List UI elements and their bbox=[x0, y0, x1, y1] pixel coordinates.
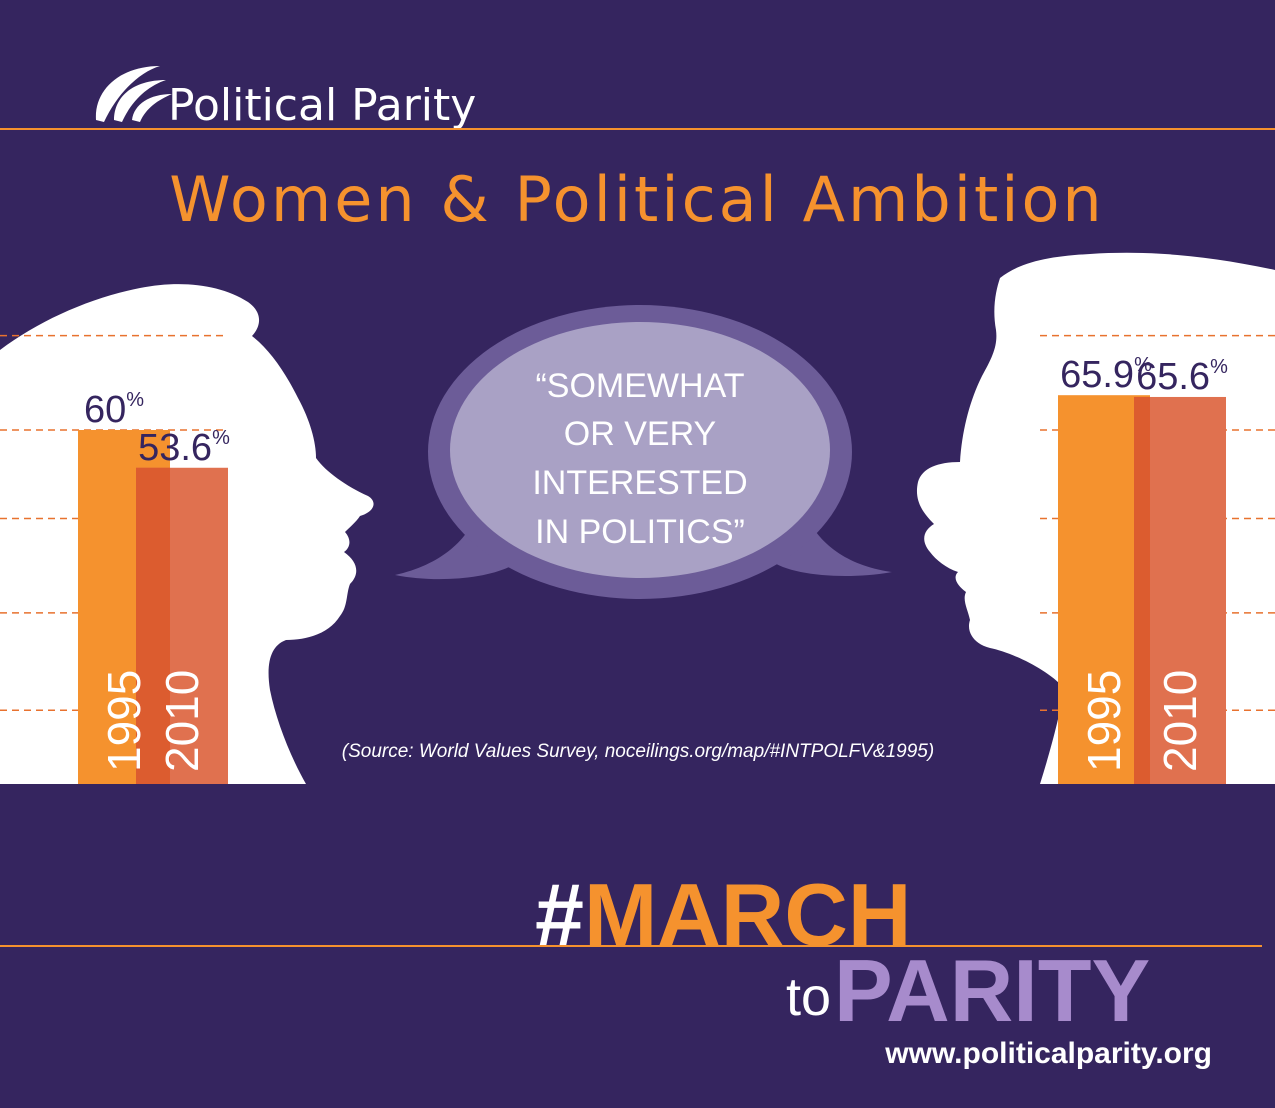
men-bar-overlap bbox=[1134, 396, 1150, 784]
hashtag-parity: PARITY bbox=[834, 941, 1150, 1040]
women-value-label-2010: 53.6% bbox=[138, 427, 230, 469]
bubble-line-4: IN POLITICS” bbox=[535, 513, 745, 551]
men-value-label-2010: 65.6% bbox=[1136, 356, 1228, 398]
women-category-label-2010: 2010 bbox=[156, 670, 208, 772]
bubble-inner bbox=[450, 322, 830, 578]
men-chart: 1995 2010 65.9%65.6% bbox=[1040, 334, 1275, 784]
bubble-line-2: OR VERY bbox=[564, 415, 716, 453]
brand-name: Political Parity bbox=[168, 80, 476, 131]
bubble-line-1: “SOMEWHAT bbox=[535, 367, 744, 405]
svg-text:#MARCH: #MARCH bbox=[535, 865, 911, 964]
source-note: (Source: World Values Survey, noceilings… bbox=[342, 741, 934, 762]
logo: Political Parity bbox=[95, 66, 476, 131]
speech-bubble: “SOMEWHAT OR VERY INTERESTED IN POLITICS… bbox=[395, 305, 892, 599]
women-chart: 1995 2010 60%53.6% bbox=[0, 334, 230, 784]
women-bar-overlap bbox=[136, 467, 170, 784]
bubble-line-3: INTERESTED bbox=[532, 464, 747, 502]
website-url: www.politicalparity.org bbox=[884, 1037, 1212, 1070]
hashtag-march: MARCH bbox=[584, 865, 912, 964]
page-title: Women & Political Ambition bbox=[169, 163, 1104, 236]
women-value-label-1995: 60% bbox=[84, 389, 144, 431]
men-category-label-1995: 1995 bbox=[1078, 670, 1130, 772]
hashtag-to: to bbox=[786, 967, 831, 1027]
women-category-label-1995: 1995 bbox=[98, 670, 150, 772]
logo-swoosh-icon bbox=[95, 66, 172, 122]
hashtag-symbol: # bbox=[535, 865, 584, 964]
men-category-label-2010: 2010 bbox=[1154, 670, 1206, 772]
men-value-label-1995: 65.9% bbox=[1060, 354, 1152, 396]
campaign-hashtag: #MARCH to PARITY bbox=[535, 865, 1150, 1040]
